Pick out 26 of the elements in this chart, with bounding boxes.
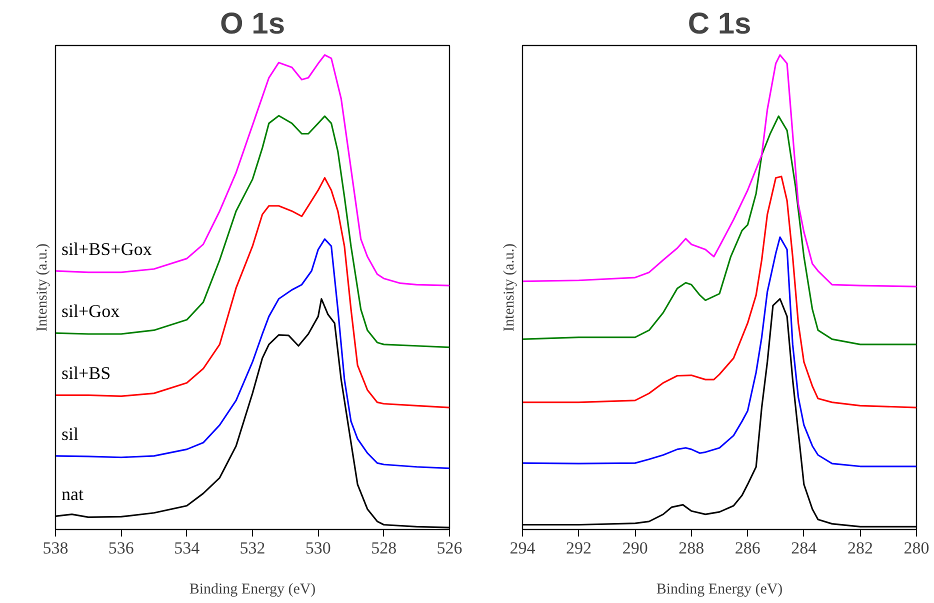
x-axis-title: Binding Energy (eV) <box>189 582 316 598</box>
x-tick-label: 284 <box>791 538 818 558</box>
x-axis-title: Binding Energy (eV) <box>656 582 783 598</box>
x-tick-label: 294 <box>510 538 536 558</box>
x-tick-label: 292 <box>566 538 592 558</box>
x-tick-label: 532 <box>240 538 266 558</box>
y-axis-title: Intensity (a.u.) <box>502 244 518 332</box>
series-label: sil+Gox <box>62 301 120 322</box>
series-label: sil <box>62 424 79 444</box>
series-label: sil+BS+Gox <box>62 238 152 259</box>
x-tick-label: 288 <box>678 538 704 558</box>
x-tick-label: 282 <box>847 538 873 558</box>
x-tick-label: 530 <box>305 538 331 558</box>
x-tick-label: 526 <box>436 538 462 558</box>
x-tick-label: 536 <box>108 538 134 558</box>
x-tick-label: 538 <box>42 538 68 558</box>
x-tick-label: 528 <box>371 538 397 558</box>
chart-title: C 1s <box>688 8 752 40</box>
x-tick-label: 286 <box>734 538 760 558</box>
x-tick-label: 290 <box>622 538 648 558</box>
y-axis-title: Intensity (a.u.) <box>34 244 50 332</box>
x-tick-label: 280 <box>904 538 930 558</box>
series-label: sil+BS <box>62 363 111 384</box>
x-tick-label: 534 <box>174 538 200 558</box>
series-label: nat <box>62 484 84 504</box>
chart-title: O 1s <box>220 8 286 40</box>
